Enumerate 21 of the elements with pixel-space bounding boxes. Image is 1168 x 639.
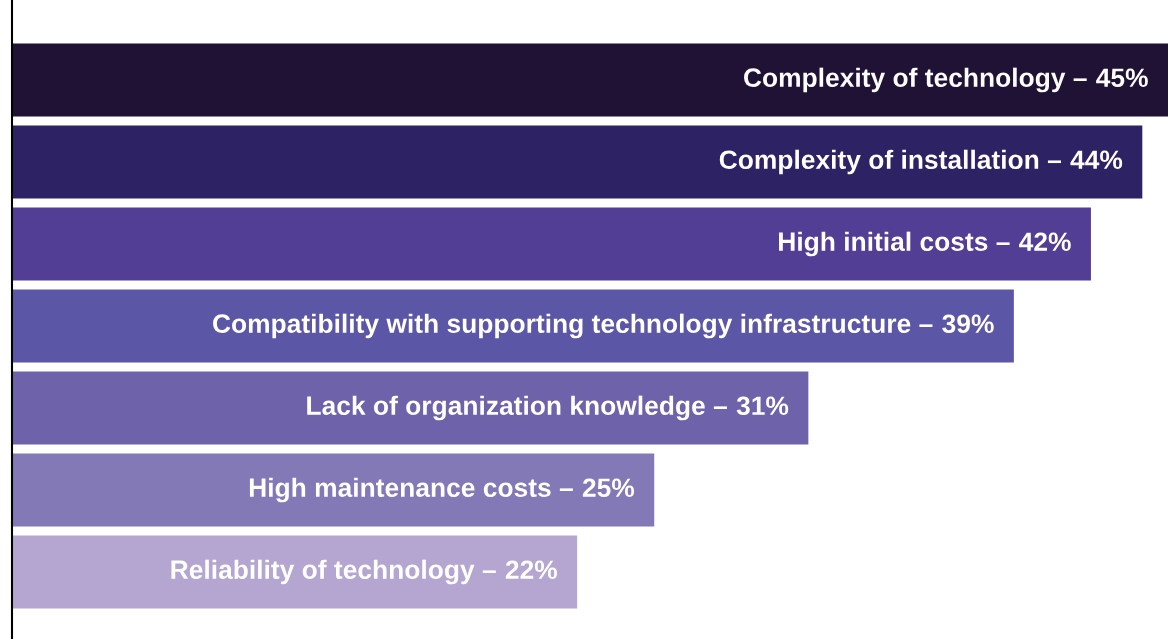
bar (12, 43, 1168, 117)
y-tick-label: High maintenance costs – (249, 477, 573, 503)
y-tick-label: Reliability of technology – (171, 559, 496, 585)
bar (12, 371, 809, 445)
y-tick-label: Complexity of technology – (744, 67, 1087, 93)
bar (12, 535, 578, 609)
data-label: 22% (505, 560, 558, 580)
bar (12, 453, 655, 527)
data-label: 31% (736, 396, 789, 416)
y-tick-label: High initial costs – (779, 231, 1010, 257)
bar (12, 289, 1014, 363)
data-label: 42% (1019, 232, 1071, 252)
data-label: 44% (1070, 150, 1123, 170)
y-tick-label: Complexity of installation – (719, 149, 1061, 175)
y-tick-label: Lack of organization knowledge – (307, 395, 727, 421)
bar (12, 207, 1091, 281)
y-tick-label: Compatibility with supporting technology infrastructure – (213, 313, 933, 339)
data-label: 25% (582, 478, 635, 498)
data-label: 45% (1096, 68, 1148, 88)
bar (12, 125, 1143, 199)
data-label: 39% (942, 314, 994, 334)
